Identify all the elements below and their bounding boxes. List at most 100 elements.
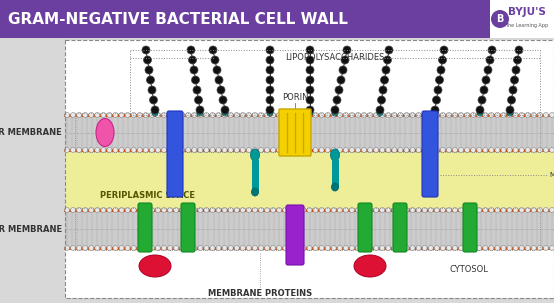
Circle shape — [435, 76, 444, 84]
Circle shape — [510, 76, 519, 84]
Circle shape — [179, 112, 184, 118]
Circle shape — [143, 208, 148, 212]
Circle shape — [131, 112, 136, 118]
Circle shape — [341, 56, 349, 64]
Circle shape — [495, 208, 500, 212]
Circle shape — [453, 245, 458, 251]
Circle shape — [295, 112, 300, 118]
Circle shape — [148, 86, 156, 94]
Circle shape — [319, 112, 324, 118]
FancyBboxPatch shape — [167, 111, 183, 197]
FancyBboxPatch shape — [138, 203, 152, 252]
Ellipse shape — [252, 188, 259, 196]
Circle shape — [483, 148, 488, 152]
Circle shape — [95, 112, 100, 118]
Circle shape — [506, 106, 514, 114]
Circle shape — [465, 245, 470, 251]
Circle shape — [313, 245, 318, 251]
Circle shape — [374, 148, 379, 152]
Circle shape — [125, 148, 130, 152]
Circle shape — [204, 112, 209, 118]
Circle shape — [265, 148, 270, 152]
Circle shape — [306, 106, 314, 114]
Text: BYJU'S: BYJU'S — [508, 7, 546, 17]
Circle shape — [465, 148, 470, 152]
Circle shape — [440, 148, 445, 152]
Circle shape — [247, 148, 252, 152]
Circle shape — [333, 96, 341, 104]
Circle shape — [179, 208, 184, 212]
Circle shape — [222, 148, 227, 152]
Circle shape — [125, 208, 130, 212]
Circle shape — [198, 245, 203, 251]
Circle shape — [70, 245, 75, 251]
Circle shape — [222, 245, 227, 251]
Circle shape — [266, 46, 274, 54]
Circle shape — [301, 112, 306, 118]
Circle shape — [477, 148, 482, 152]
Circle shape — [119, 112, 124, 118]
Circle shape — [550, 148, 554, 152]
Circle shape — [125, 245, 130, 251]
Circle shape — [386, 112, 391, 118]
Circle shape — [152, 110, 158, 116]
Circle shape — [489, 112, 494, 118]
Circle shape — [70, 148, 75, 152]
Circle shape — [125, 112, 130, 118]
Circle shape — [428, 245, 433, 251]
Circle shape — [101, 208, 106, 212]
Circle shape — [383, 56, 392, 64]
Circle shape — [471, 112, 476, 118]
Text: PORIN: PORIN — [282, 92, 308, 102]
FancyBboxPatch shape — [181, 203, 195, 252]
Circle shape — [543, 148, 548, 152]
Circle shape — [95, 208, 100, 212]
Ellipse shape — [250, 149, 259, 161]
Circle shape — [489, 208, 494, 212]
Circle shape — [187, 46, 195, 54]
Circle shape — [289, 208, 294, 212]
Circle shape — [335, 86, 343, 94]
Circle shape — [471, 148, 476, 152]
Circle shape — [70, 208, 75, 212]
Circle shape — [215, 76, 223, 84]
Circle shape — [313, 148, 318, 152]
Circle shape — [83, 112, 88, 118]
Circle shape — [398, 245, 403, 251]
Circle shape — [150, 148, 155, 152]
Circle shape — [198, 112, 203, 118]
Circle shape — [64, 148, 69, 152]
Circle shape — [101, 112, 106, 118]
Circle shape — [142, 46, 150, 54]
Circle shape — [459, 208, 464, 212]
Circle shape — [276, 148, 281, 152]
Circle shape — [64, 245, 69, 251]
Circle shape — [416, 148, 421, 152]
Circle shape — [410, 245, 415, 251]
Circle shape — [392, 208, 397, 212]
Ellipse shape — [96, 118, 114, 146]
Circle shape — [301, 148, 306, 152]
Circle shape — [507, 208, 512, 212]
Circle shape — [331, 208, 336, 212]
Circle shape — [422, 208, 427, 212]
Text: OUTER MEMBRANE: OUTER MEMBRANE — [0, 128, 62, 137]
Circle shape — [379, 208, 384, 212]
Circle shape — [337, 148, 342, 152]
Circle shape — [368, 148, 373, 152]
Circle shape — [453, 112, 458, 118]
Circle shape — [137, 245, 142, 251]
Circle shape — [525, 208, 530, 212]
Circle shape — [465, 208, 470, 212]
Circle shape — [228, 112, 233, 118]
Circle shape — [404, 112, 409, 118]
Circle shape — [410, 208, 415, 212]
Circle shape — [422, 112, 427, 118]
Circle shape — [150, 112, 155, 118]
Circle shape — [356, 112, 361, 118]
Circle shape — [276, 112, 281, 118]
Circle shape — [83, 208, 88, 212]
Circle shape — [543, 112, 548, 118]
Circle shape — [259, 148, 264, 152]
Circle shape — [459, 245, 464, 251]
